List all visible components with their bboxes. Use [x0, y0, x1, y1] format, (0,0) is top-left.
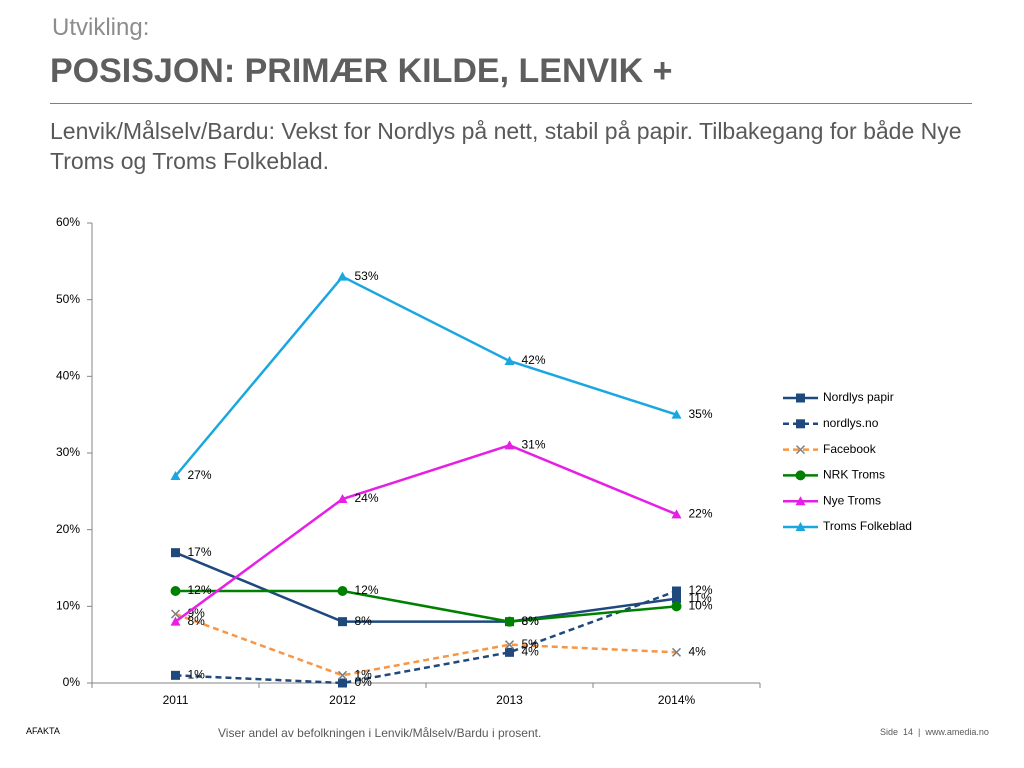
- marker: [171, 670, 180, 680]
- data-label: 22%: [689, 507, 713, 521]
- marker: [337, 494, 348, 503]
- series-line: [175, 589, 677, 685]
- data-label: 1%: [355, 668, 373, 682]
- legend-marker: [795, 522, 806, 531]
- legend-marker: [796, 419, 805, 429]
- marker: [505, 647, 514, 657]
- marker: [338, 678, 347, 688]
- marker: [170, 586, 181, 596]
- data-label: 24%: [355, 491, 379, 505]
- marker: [337, 586, 348, 596]
- data-label: 12%: [355, 583, 379, 597]
- legend-marker: [795, 470, 806, 481]
- divider: [50, 103, 972, 104]
- legend-label: nordlys.no: [823, 416, 879, 430]
- marker: [672, 594, 681, 604]
- data-label: 12%: [689, 583, 713, 597]
- series-line: [175, 551, 677, 623]
- data-label: 12%: [188, 583, 212, 597]
- marker: [504, 440, 515, 450]
- marker: [170, 471, 181, 480]
- legend-label: NRK Troms: [823, 468, 885, 482]
- data-label: 31%: [522, 438, 546, 452]
- data-label: 4%: [522, 645, 540, 659]
- source: AFAKTA: [26, 726, 60, 736]
- subtitle: Lenvik/Målselv/Bardu: Vekst for Nordlys …: [50, 118, 962, 174]
- marker: [170, 609, 181, 619]
- x-tick-label: 2011: [163, 693, 189, 707]
- marker: [672, 586, 681, 596]
- series-line: [175, 612, 677, 677]
- data-label: 27%: [188, 468, 212, 482]
- y-tick-label: 40%: [56, 369, 80, 383]
- marker: [671, 647, 682, 657]
- data-label: 11%: [689, 591, 712, 605]
- data-label: 10%: [689, 599, 713, 613]
- data-label: 17%: [188, 545, 212, 559]
- data-label: 1%: [188, 668, 206, 682]
- data-label: 4%: [689, 645, 707, 659]
- marker: [671, 509, 682, 519]
- data-label: 8%: [355, 614, 373, 628]
- marker: [337, 670, 348, 680]
- legend-label: Nye Troms: [823, 493, 881, 507]
- data-label: 42%: [522, 353, 546, 367]
- series-line: [175, 589, 677, 623]
- legend-marker: [795, 445, 806, 455]
- marker: [337, 271, 348, 281]
- y-tick-label: 50%: [56, 292, 80, 306]
- marker: [338, 617, 347, 627]
- chart: 0% 10% 20% 30% 40% 50% 60% 2011 2012 2013 2014% 17%…: [56, 215, 912, 707]
- x-tick-label: 2013: [496, 693, 523, 707]
- data-label: 8%: [522, 614, 540, 628]
- y-tick-label: 20%: [56, 522, 80, 536]
- y-tick-label: 10%: [56, 599, 80, 613]
- legend-marker: [795, 496, 806, 506]
- marker: [671, 601, 682, 612]
- y-tick-label: 0%: [63, 675, 81, 689]
- data-label: 8%: [188, 614, 206, 628]
- series-line: [174, 275, 677, 477]
- data-label: 35%: [689, 407, 713, 421]
- y-tick-label: 30%: [56, 445, 80, 459]
- legend-marker: [796, 393, 805, 403]
- page-info: Side 14 | www.amedia.no: [880, 727, 989, 737]
- legend-label: Nordlys papir: [823, 390, 894, 404]
- legend-label: Troms Folkeblad: [823, 519, 912, 533]
- slide-title: POSISJON: PRIMÆR KILDE, LENVIK +: [50, 52, 673, 90]
- x-tick-label: 2012: [329, 693, 356, 707]
- kicker: Utvikling:: [52, 14, 150, 41]
- x-tick-label: 2014%: [658, 693, 696, 707]
- marker: [504, 356, 515, 365]
- marker: [504, 640, 515, 650]
- series-line: [174, 444, 677, 623]
- footnote: Viser andel av befolkningen i Lenvik/Mål…: [218, 726, 542, 740]
- marker: [504, 616, 515, 627]
- legend-label: Facebook: [823, 442, 877, 456]
- data-label: 5%: [522, 637, 540, 651]
- marker: [171, 548, 180, 558]
- data-label: 0%: [355, 675, 373, 689]
- marker: [671, 409, 682, 419]
- y-tick-label: 60%: [56, 215, 80, 229]
- marker: [170, 616, 181, 626]
- data-label: 53%: [355, 269, 379, 283]
